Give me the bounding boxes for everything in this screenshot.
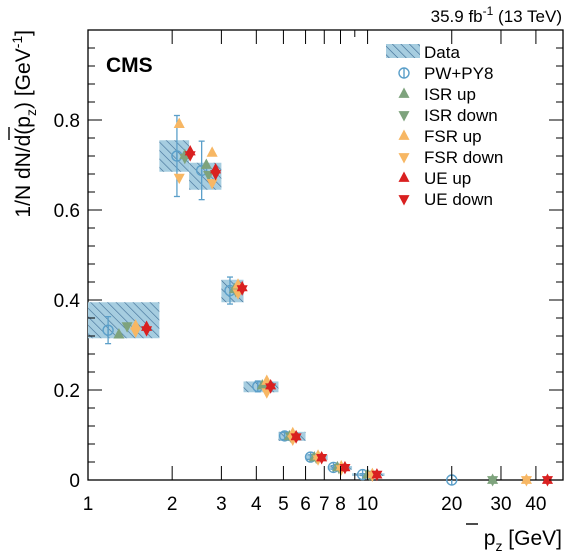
legend-label-data: Data <box>424 43 460 62</box>
experiment-label: CMS <box>106 54 153 77</box>
x-tick-label: 6 <box>300 494 311 515</box>
luminosity-label: 35.9 fb-1 (13 TeV) <box>431 4 562 26</box>
marker-fsr-up <box>173 117 185 128</box>
marker-ue-down <box>236 285 248 296</box>
legend-label: UE down <box>424 190 493 209</box>
data-boxes <box>88 140 385 476</box>
legend-marker <box>398 195 410 206</box>
plot-frame <box>87 29 564 481</box>
legend-marker <box>398 111 410 122</box>
marker-isr-up <box>200 158 212 169</box>
legend-label: ISR up <box>424 85 476 104</box>
marker-ue-down <box>210 170 222 181</box>
marker-ue-down <box>265 383 277 394</box>
x-tick-label: 4 <box>251 494 262 515</box>
x-tick-label: 30 <box>490 494 511 515</box>
x-tick-label: 1 <box>83 494 94 515</box>
marker-ue-down <box>184 151 196 162</box>
marker-isr-down <box>121 322 133 333</box>
marker-ue-down <box>339 463 351 475</box>
x-tick-label: 5 <box>278 494 289 515</box>
marker-isr-down <box>487 476 499 487</box>
x-tick-label: 10 <box>357 494 378 515</box>
legend-label: ISR down <box>424 106 498 125</box>
legend-label: FSR up <box>424 127 482 146</box>
legend-label: PW+PY8 <box>424 64 493 83</box>
series-markers <box>102 114 554 487</box>
y-tick-label: 0.4 <box>54 291 81 312</box>
legend-label: FSR down <box>424 148 503 167</box>
marker-ue-down <box>541 476 554 487</box>
marker-fsr-up <box>130 319 142 330</box>
legend-label: UE up <box>424 169 471 188</box>
marker-fsr-down <box>173 173 185 185</box>
x-tick-label: 2 <box>167 494 178 515</box>
legend-marker <box>398 87 410 98</box>
marker-ue-down <box>290 433 302 444</box>
legend-marker <box>398 129 410 140</box>
x-tick-label: 20 <box>441 494 462 515</box>
x-tick-label: 3 <box>216 494 227 515</box>
legend-marker <box>398 153 410 164</box>
y-tick-label: 0.6 <box>54 201 80 222</box>
legend-swatch-data-hatch <box>386 44 420 58</box>
marker-isr-down <box>203 171 215 182</box>
axis-ticks <box>87 29 564 481</box>
y-tick-label: 0.2 <box>54 381 80 402</box>
y-tick-label: 0 <box>69 471 80 492</box>
marker-fsr-down <box>520 476 532 487</box>
legend: Data PW+PY8 ISR up ISR down FSR up FSR down UE… <box>386 43 503 209</box>
x-tick-label: 40 <box>525 494 546 515</box>
marker-ue-down <box>141 326 153 337</box>
marker-fsr-down <box>206 179 218 190</box>
marker-ue-down <box>371 470 383 482</box>
x-tick-label: 7 <box>319 494 330 515</box>
marker-fsr-down <box>130 327 142 338</box>
x-tick-label: 8 <box>335 494 346 515</box>
data-box-hatch <box>88 302 160 339</box>
legend-marker <box>398 171 410 182</box>
marker-isr-up <box>113 328 125 339</box>
axis-tick-labels: 1 2 3 4 5 6 7 8 10 20 30 40 0 0.2 0.4 0.6 0.8 <box>54 111 547 515</box>
y-axis-title: 1/N dN/d(pz) [GeV-1] <box>9 30 39 218</box>
y-tick-label: 0.8 <box>54 111 80 132</box>
x-axis-title: pz [GeV] <box>484 527 562 554</box>
marker-fsr-up <box>206 146 218 157</box>
marker-ue-down <box>316 454 328 465</box>
